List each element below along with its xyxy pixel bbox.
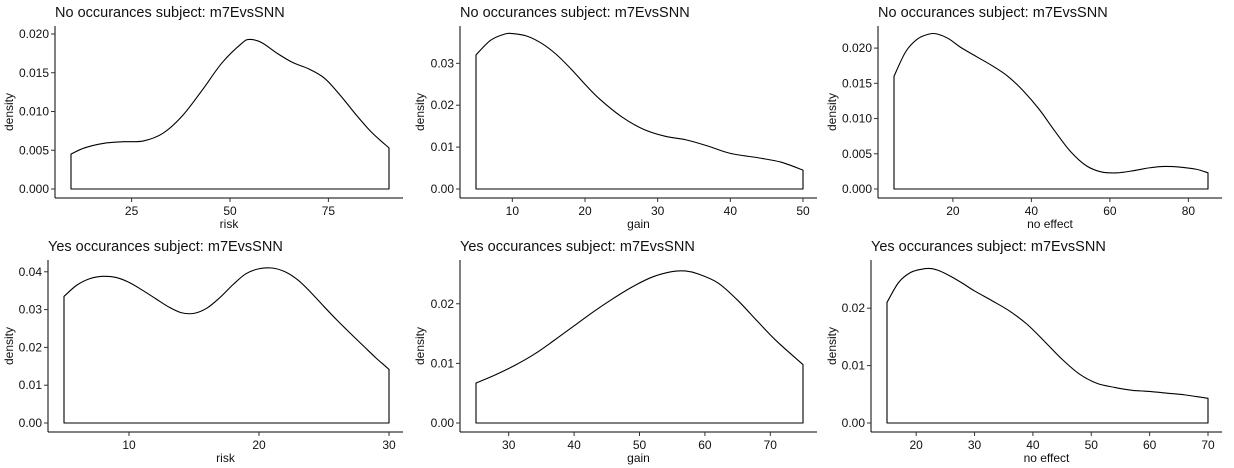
panel-6-y-axis-label: density xyxy=(825,327,839,365)
panel-1-y-axis-label: density xyxy=(2,93,16,131)
panel-2-title: No occurances subject: m7EvsSNN xyxy=(460,5,690,21)
panel-2-y-tick-label: 0.01 xyxy=(431,140,455,154)
panel-2-density-curve xyxy=(475,32,804,190)
panel-5-title: Yes occurances subject: m7EvsSNN xyxy=(460,239,695,255)
panel-5-y-tick-label: 0.00 xyxy=(431,416,455,430)
panel-2-x-tick-label: 40 xyxy=(724,204,738,218)
panel-5-x-tick-label: 30 xyxy=(502,438,516,452)
panel-6-x-tick-label: 60 xyxy=(1143,438,1157,452)
panel-4: Yes occurances subject: m7EvsSNN 0.00 0.01… xyxy=(2,239,403,465)
panel-3: No occurances subject: m7EvsSNN 0.000 0.00… xyxy=(825,5,1222,231)
panel-1-y-tick-label: 0.015 xyxy=(19,66,49,80)
panel-6-y-tick-label: 0.00 xyxy=(842,416,866,430)
panel-3-x-tick-label: 60 xyxy=(1103,204,1117,218)
panel-4-x-tick-label: 30 xyxy=(382,438,396,452)
panel-6-x-tick-label: 50 xyxy=(1085,438,1099,452)
panel-3-y-tick-label: 0.000 xyxy=(842,182,872,196)
panel-1-x-tick-label: 75 xyxy=(322,204,336,218)
panel-4-y-tick-label: 0.01 xyxy=(19,378,43,392)
panel-1-x-tick-label: 50 xyxy=(223,204,237,218)
panel-6-x-axis-label: no effect xyxy=(1024,451,1070,465)
panel-4-y-tick-label: 0.02 xyxy=(19,340,43,354)
panel-4-y-tick-label: 0.00 xyxy=(19,416,43,430)
panel-3-density-curve xyxy=(893,32,1209,190)
panel-5-x-tick-label: 70 xyxy=(764,438,778,452)
panel-2: No occurances subject: m7EvsSNN 0.00 0.01 0… xyxy=(413,5,817,231)
panel-5-x-tick-label: 50 xyxy=(633,438,647,452)
panel-3-x-tick-label: 80 xyxy=(1182,204,1196,218)
panel-2-x-axis-label: gain xyxy=(627,217,650,231)
panel-3-y-tick-label: 0.015 xyxy=(842,76,872,90)
panel-5-x-axis-label: gain xyxy=(627,451,650,465)
panel-4-y-axis-label: density xyxy=(2,327,16,365)
panel-1-y-tick-label: 0.020 xyxy=(19,27,49,41)
panel-5: Yes occurances subject: m7EvsSNN 0.00 0.01… xyxy=(413,239,817,465)
panel-2-x-tick-label: 30 xyxy=(651,204,665,218)
panel-2-y-axis-label: density xyxy=(413,93,427,131)
panel-4-title: Yes occurances subject: m7EvsSNN xyxy=(48,239,283,255)
panel-6-x-tick-label: 70 xyxy=(1201,438,1215,452)
panel-1-density-curve xyxy=(70,38,390,190)
panel-5-x-tick-label: 40 xyxy=(567,438,581,452)
panel-3-title: No occurances subject: m7EvsSNN xyxy=(878,5,1108,21)
panel-1-y-tick-label: 0.005 xyxy=(19,143,49,157)
panel-6-title: Yes occurances subject: m7EvsSNN xyxy=(871,239,1106,255)
panel-2-x-tick-label: 50 xyxy=(796,204,810,218)
panel-4-y-tick-label: 0.03 xyxy=(19,303,43,317)
panel-5-y-tick-label: 0.02 xyxy=(431,297,455,311)
panel-6-x-tick-label: 40 xyxy=(1026,438,1040,452)
panel-4-density-curve xyxy=(63,267,390,424)
panel-6-x-tick-label: 20 xyxy=(910,438,924,452)
panel-5-x-tick-label: 60 xyxy=(698,438,712,452)
panel-3-y-axis-label: density xyxy=(825,93,839,131)
panel-4-x-tick-label: 20 xyxy=(252,438,266,452)
panel-3-y-tick-label: 0.005 xyxy=(842,147,872,161)
panel-1-title: No occurances subject: m7EvsSNN xyxy=(55,5,285,21)
panel-3-x-tick-label: 20 xyxy=(946,204,960,218)
panel-1-x-tick-label: 25 xyxy=(125,204,139,218)
panel-4-x-axis-label: risk xyxy=(216,451,236,465)
panel-6-x-tick-label: 30 xyxy=(968,438,982,452)
panel-3-y-tick-label: 0.020 xyxy=(842,41,872,55)
panel-6: Yes occurances subject: m7EvsSNN 0.00 0.01… xyxy=(825,239,1222,465)
panel-3-y-tick-label: 0.010 xyxy=(842,112,872,126)
panel-6-y-tick-label: 0.01 xyxy=(842,359,866,373)
panel-3-x-axis-label: no effect xyxy=(1027,217,1073,231)
panel-5-y-axis-label: density xyxy=(413,327,427,365)
panel-1-x-axis-label: risk xyxy=(220,217,240,231)
panel-5-y-tick-label: 0.01 xyxy=(431,356,455,370)
panel-6-y-tick-label: 0.02 xyxy=(842,301,866,315)
panel-5-density-curve xyxy=(475,270,804,424)
panel-4-x-tick-label: 10 xyxy=(122,438,136,452)
panel-3-x-tick-label: 40 xyxy=(1025,204,1039,218)
panel-2-y-tick-label: 0.03 xyxy=(431,56,455,70)
panel-1: No occurances subject: m7EvsSNN 0.000 0.00… xyxy=(2,5,403,231)
panel-4-y-tick-label: 0.04 xyxy=(19,265,43,279)
panel-1-y-tick-label: 0.000 xyxy=(19,182,49,196)
panel-6-density-curve xyxy=(886,267,1209,424)
panel-2-x-tick-label: 20 xyxy=(578,204,592,218)
panel-2-x-tick-label: 10 xyxy=(506,204,520,218)
panel-2-y-tick-label: 0.02 xyxy=(431,98,455,112)
panel-2-y-tick-label: 0.00 xyxy=(431,182,455,196)
panel-1-y-tick-label: 0.010 xyxy=(19,105,49,119)
